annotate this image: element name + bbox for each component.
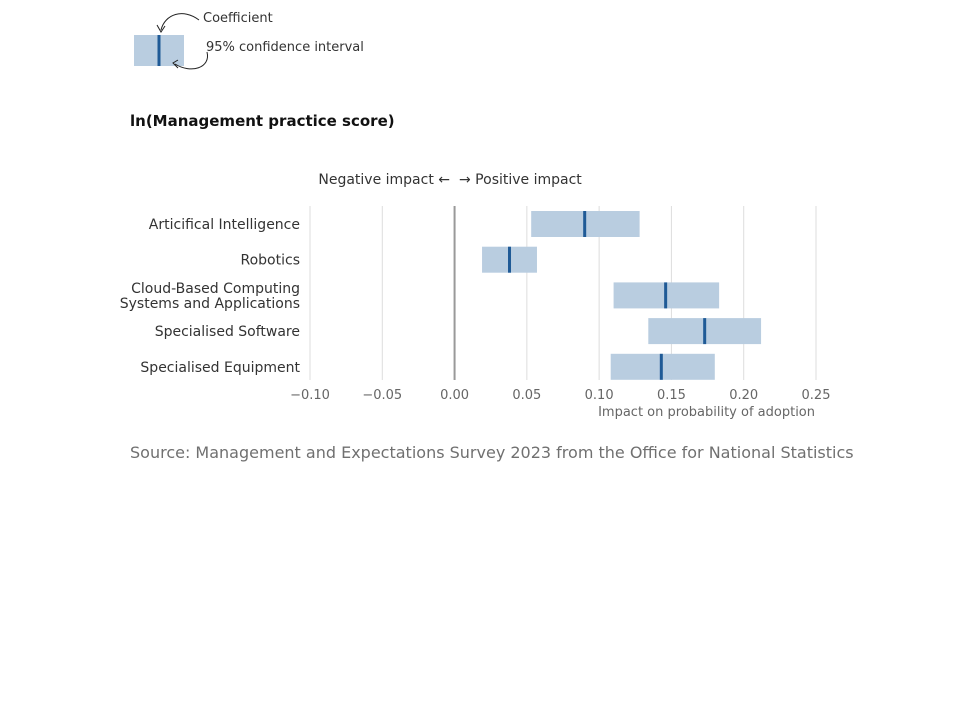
x-tick-label: −0.05 <box>362 388 402 403</box>
x-tick-label: 0.20 <box>729 388 758 403</box>
category-label: Specialised Equipment <box>140 360 300 376</box>
legend-ci-arrowhead <box>172 59 179 69</box>
coefficient-marker <box>703 318 707 345</box>
legend-coefficient-mark <box>157 35 161 66</box>
coefficient-marker <box>664 282 668 309</box>
negative-impact-label: Negative impact ← <box>318 172 450 188</box>
x-tick-label: 0.00 <box>440 388 469 403</box>
category-label: Cloud-Based Computing Systems and Applica… <box>120 281 300 312</box>
x-axis-label: Impact on probability of adoption <box>598 405 815 420</box>
positive-impact-label: → Positive impact <box>459 172 582 188</box>
legend-ci-label: 95% confidence interval <box>206 40 364 55</box>
legend-coefficient-arrow <box>160 13 200 31</box>
coefficient-marker <box>583 211 587 237</box>
forest-plot: −0.10 −0.05 0.00 0.05 0.10 0.15 0.20 0.25 Impact… <box>120 206 831 420</box>
category-label: Articifical Intelligence <box>149 217 300 233</box>
x-tick-label: 0.25 <box>802 388 831 403</box>
x-tick-label: 0.05 <box>512 388 541 403</box>
coefficient-marker <box>508 246 512 273</box>
legend-coefficient-arrowhead <box>156 24 166 33</box>
x-tick-label: −0.10 <box>290 388 330 403</box>
legend-graphic <box>134 13 208 70</box>
x-tick-label: 0.15 <box>657 388 686 403</box>
x-tick-label: 0.10 <box>585 388 614 403</box>
legend-ci-arrow <box>174 51 208 70</box>
category-label: Specialised Software <box>155 324 300 340</box>
source-note: Source: Management and Expectations Surv… <box>130 443 854 462</box>
chart-title: ln(Management practice score) <box>130 112 395 130</box>
legend-coefficient-label: Coefficient <box>203 11 273 26</box>
coefficient-marker <box>659 353 663 380</box>
category-label: Robotics <box>241 253 301 269</box>
